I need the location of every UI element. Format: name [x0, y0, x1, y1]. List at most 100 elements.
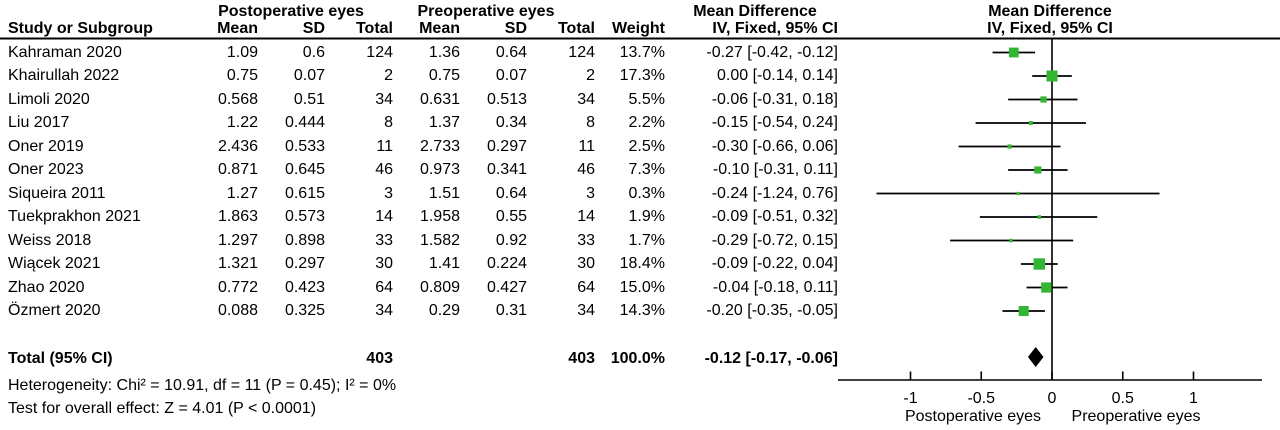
cell-ci-text: 0.00 [-0.14, 0.14]: [717, 67, 838, 84]
overall-effect-text: Test for overall effect: Z = 4.01 (P < 0…: [8, 400, 317, 417]
cell-study: Zhao 2020: [8, 278, 85, 296]
cell-study: Oner 2019: [8, 137, 84, 155]
effect-square: [1008, 47, 1019, 58]
cell-weight: 13.7%: [619, 43, 665, 61]
cell-weight: 7.3%: [628, 161, 665, 178]
group-header-postoperative: Postoperative eyes: [218, 3, 364, 20]
cell-sd-post: 0.645: [284, 161, 325, 178]
cell-weight: 17.3%: [619, 67, 665, 84]
cell-total-post: 30: [375, 255, 393, 272]
cell-total-post: 64: [375, 278, 393, 296]
effect-square: [1016, 191, 1020, 196]
cell-study: Weiss 2018: [8, 231, 92, 249]
cell-mean-post: 0.871: [217, 161, 258, 178]
total-weight: 100.0%: [610, 350, 665, 367]
group-header-preoperative: Preoperative eyes: [417, 3, 555, 20]
cell-weight: 1.7%: [628, 231, 665, 249]
cell-mean-pre: 0.809: [419, 278, 460, 296]
cell-mean-pre: 0.75: [428, 67, 460, 84]
cell-ci-text: -0.09 [-0.22, 0.04]: [711, 255, 838, 272]
cell-sd-post: 0.325: [284, 302, 325, 319]
cell-weight: 18.4%: [619, 255, 665, 272]
cell-total-pre: 34: [577, 90, 595, 108]
cell-study: Liu 2017: [8, 114, 70, 131]
cell-total-pre: 8: [586, 114, 595, 131]
cell-total-pre: 11: [578, 137, 595, 155]
axis-tick-label: -1: [903, 390, 918, 407]
cell-mean-pre: 1.37: [428, 114, 460, 131]
cell-sd-post: 0.615: [284, 184, 325, 202]
cell-ci-text: -0.10 [-0.31, 0.11]: [712, 161, 838, 178]
cell-total-pre: 3: [586, 184, 595, 202]
cell-sd-post: 0.444: [284, 114, 325, 131]
cell-study: Siqueira 2011: [8, 184, 106, 202]
effect-square: [1028, 121, 1033, 125]
cell-ci-text: -0.15 [-0.54, 0.24]: [711, 114, 838, 131]
cell-total-pre: 64: [577, 278, 595, 296]
cell-total-post: 34: [375, 90, 393, 108]
column-header-mean-pre: Mean: [419, 20, 460, 37]
cell-mean-pre: 1.582: [419, 231, 460, 249]
cell-study: Özmert 2020: [8, 302, 101, 319]
cell-mean-pre: 1.51: [428, 184, 460, 202]
cell-weight: 14.3%: [619, 302, 665, 319]
cell-mean-pre: 1.958: [419, 208, 460, 225]
effect-square: [1037, 215, 1042, 219]
cell-sd-pre: 0.297: [486, 137, 527, 155]
cell-study: Oner 2023: [8, 161, 84, 178]
cell-sd-post: 0.297: [284, 255, 325, 272]
cell-mean-post: 1.27: [226, 184, 258, 202]
cell-total-post: 46: [375, 161, 393, 178]
column-header-sd-post: SD: [302, 20, 325, 37]
cell-mean-post: 0.772: [217, 278, 258, 296]
cell-total-pre: 46: [577, 161, 595, 178]
cell-mean-post: 1.09: [226, 43, 258, 61]
effect-square: [1033, 258, 1045, 270]
cell-mean-post: 1.22: [226, 114, 258, 131]
cell-study: Khairullah 2022: [8, 67, 120, 84]
cell-ci-text: -0.09 [-0.51, 0.32]: [711, 208, 838, 225]
column-header-iv-fixed-left: IV, Fixed, 95% CI: [712, 20, 838, 37]
cell-sd-post: 0.898: [284, 231, 325, 249]
cell-sd-post: 0.07: [293, 67, 325, 84]
cell-mean-pre: 0.631: [419, 90, 460, 108]
cell-sd-pre: 0.07: [495, 67, 527, 84]
axis-tick-label: 1: [1189, 390, 1198, 407]
cell-ci-text: -0.06 [-0.31, 0.18]: [711, 90, 838, 108]
cell-sd-post: 0.533: [284, 137, 325, 155]
cell-study: Limoli 2020: [8, 90, 90, 108]
cell-sd-post: 0.423: [284, 278, 325, 296]
cell-total-post: 124: [366, 43, 393, 61]
cell-mean-post: 2.436: [217, 137, 258, 155]
cell-weight: 5.5%: [628, 90, 665, 108]
cell-mean-post: 0.75: [226, 67, 258, 84]
group-header-mean-difference-left: Mean Difference: [693, 3, 817, 20]
axis-tick-label: 0: [1047, 390, 1057, 407]
effect-square: [1040, 96, 1047, 103]
cell-weight: 0.3%: [628, 184, 665, 202]
cell-total-post: 11: [376, 137, 393, 155]
cell-sd-pre: 0.513: [486, 90, 527, 108]
effect-square: [1041, 282, 1052, 293]
cell-total-post: 14: [375, 208, 393, 225]
column-header-sd-pre: SD: [504, 20, 527, 37]
cell-total-pre: 34: [577, 302, 595, 319]
cell-mean-pre: 1.41: [428, 255, 460, 272]
column-header-iv-fixed-right: IV, Fixed, 95% CI: [987, 20, 1113, 37]
cell-mean-pre: 2.733: [419, 137, 460, 155]
cell-study: Wiącek 2021: [8, 255, 101, 272]
cell-weight: 2.2%: [628, 114, 665, 131]
cell-mean-pre: 1.36: [428, 43, 460, 61]
cell-total-post: 2: [384, 67, 393, 84]
axis-caption-right: Preoperative eyes: [1071, 408, 1201, 425]
effect-square: [1046, 70, 1058, 82]
group-header-mean-difference-right: Mean Difference: [988, 3, 1112, 20]
cell-total-pre: 2: [586, 67, 595, 84]
cell-weight: 1.9%: [628, 208, 665, 225]
cell-ci-text: -0.24 [-1.24, 0.76]: [711, 184, 838, 202]
cell-sd-post: 0.51: [293, 90, 325, 108]
cell-ci-text: -0.30 [-0.66, 0.06]: [711, 137, 838, 155]
cell-sd-post: 0.573: [284, 208, 325, 225]
effect-square: [1007, 144, 1012, 149]
